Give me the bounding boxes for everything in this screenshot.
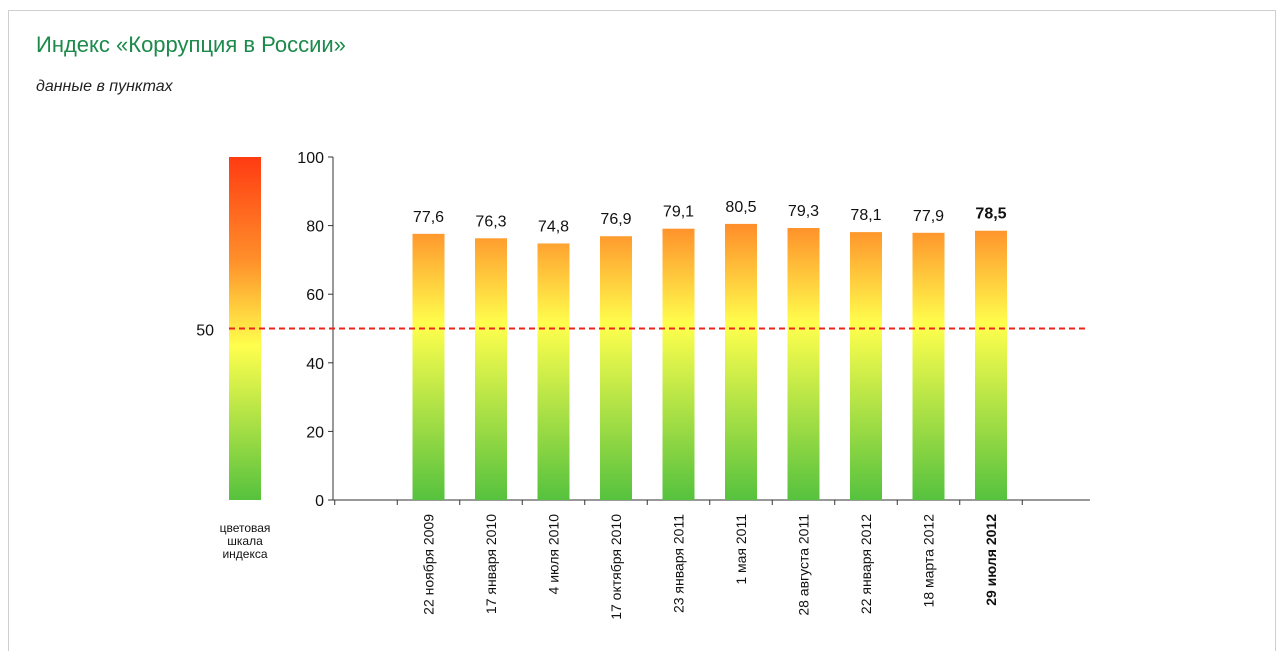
bar [600,236,632,500]
y-tick-label: 100 [297,150,324,167]
bar-value-label: 78,1 [850,207,881,224]
x-category-label: 17 октября 2010 [608,514,624,620]
bar-value-label: 80,5 [725,199,756,216]
bar [912,232,945,501]
bar [975,230,1007,500]
bar [412,233,445,500]
y-tick-label: 40 [306,356,324,373]
bar [662,228,695,500]
x-category-label: 23 января 2011 [671,514,687,613]
chart-subtitle: данные в пунктах [36,78,173,95]
bar-value-label: 76,9 [600,211,631,228]
bar [725,223,757,500]
bar [475,238,507,500]
x-category-label: 18 марта 2012 [921,514,937,608]
x-category-label: 1 мая 2011 [733,514,749,585]
bar-value-label: 79,1 [663,204,694,221]
y-tick-label: 80 [306,219,324,236]
bar-value-label: 77,6 [413,209,444,226]
x-category-label: 4 июля 2010 [546,514,562,595]
x-category-label: 28 августа 2011 [796,514,812,616]
x-category-label: 22 января 2012 [858,514,874,614]
bar [787,228,820,500]
color-scale-label: шкала [227,534,263,548]
y-tick-label: 20 [306,424,324,441]
x-category-label: 17 января 2010 [483,514,499,614]
chart-frame [8,10,1276,651]
bar-value-label: 74,8 [538,218,569,235]
color-scale-label: индекса [222,547,267,561]
y-tick-label: 60 [306,287,324,304]
bar-value-label: 79,3 [788,203,819,220]
y-tick-label: 0 [315,493,324,510]
bar [850,232,882,500]
bar-value-label: 76,3 [475,213,506,230]
bar-value-label: 77,9 [913,208,944,225]
bar [537,243,570,500]
x-category-label: 29 июля 2012 [983,514,999,606]
threshold-label: 50 [196,323,214,340]
x-category-label: 22 ноября 2009 [421,514,437,615]
chart-title: Индекс «Коррупция в России» [36,32,346,57]
color-scale-label: цветовая [220,521,271,535]
bar-value-label: 78,5 [975,206,1006,223]
